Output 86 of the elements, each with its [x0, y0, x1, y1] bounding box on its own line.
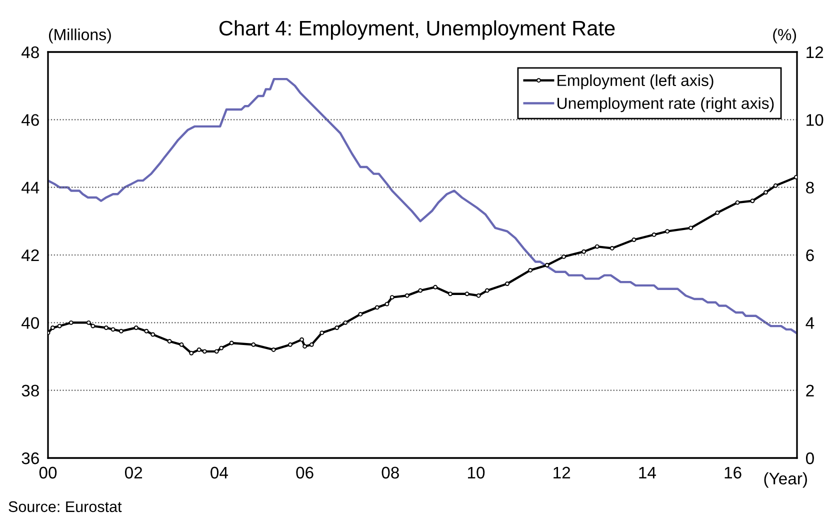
- point: [528, 268, 533, 272]
- y-axis-title: (Millions): [48, 28, 111, 44]
- source-note: Source: Eurostat: [8, 501, 122, 512]
- point: [50, 326, 55, 330]
- y-tick-label: 36: [22, 452, 39, 464]
- point: [288, 342, 292, 347]
- point: [343, 320, 348, 325]
- x-tick-label: 02: [124, 466, 142, 479]
- y2-tick-label: 0: [806, 452, 814, 464]
- point: [86, 320, 91, 325]
- legend-label: Unemployment rate (right axis): [558, 97, 774, 112]
- point: [750, 198, 755, 204]
- y-tick-label: 48: [22, 46, 39, 58]
- y2-tick-label: 4: [806, 317, 814, 329]
- point: [374, 305, 380, 310]
- point: [251, 342, 256, 347]
- point: [219, 346, 224, 350]
- point: [476, 293, 481, 298]
- x-tick-label: 16: [724, 466, 742, 479]
- point: [715, 210, 720, 215]
- y2-tick-label: 8: [806, 182, 814, 194]
- point: [594, 244, 600, 249]
- point: [418, 288, 423, 293]
- point: [302, 344, 308, 349]
- y-tick-label: 40: [22, 317, 40, 329]
- x-tick-label: 14: [639, 466, 656, 478]
- y-tick-label: 38: [22, 384, 39, 397]
- point: [202, 349, 207, 354]
- point: [562, 254, 566, 259]
- point: [764, 190, 768, 195]
- point: [167, 339, 172, 344]
- y-tick-label: 46: [22, 114, 39, 126]
- x-tick-label: 00: [39, 466, 57, 479]
- point: [484, 288, 490, 293]
- point: [464, 292, 470, 296]
- point: [688, 226, 694, 230]
- y2-tick-label: 12: [806, 46, 824, 58]
- point: [448, 292, 453, 296]
- point: [196, 348, 202, 352]
- point: [104, 326, 108, 330]
- legend-label: Employment (left axis): [558, 74, 714, 90]
- point: [90, 324, 96, 328]
- point: [144, 328, 149, 334]
- y2-tick-label: 2: [806, 384, 814, 396]
- point: [57, 324, 62, 328]
- point: [433, 284, 438, 290]
- point: [582, 249, 586, 254]
- point: [384, 302, 390, 306]
- point: [652, 232, 656, 237]
- point: [773, 183, 778, 188]
- point: [735, 200, 740, 205]
- x-tick-label: 12: [554, 466, 570, 478]
- point: [150, 332, 156, 337]
- point: [544, 262, 550, 268]
- point: [390, 295, 394, 300]
- y2-tick-label: 10: [806, 114, 824, 126]
- point: [118, 328, 124, 334]
- point: [358, 312, 363, 316]
- y-tick-label: 42: [22, 249, 39, 262]
- point: [309, 342, 314, 347]
- point: [68, 320, 74, 325]
- point: [610, 246, 614, 250]
- y2-axis-title: (%): [773, 28, 796, 44]
- point: [134, 326, 138, 330]
- point: [271, 348, 276, 352]
- point: [794, 174, 797, 180]
- x-tick-label: 10: [468, 466, 485, 479]
- point: [505, 282, 510, 286]
- point: [404, 293, 410, 298]
- x-tick-label: 08: [382, 466, 399, 479]
- point: [110, 327, 116, 332]
- point: [320, 330, 324, 336]
- x-tick-label: 04: [210, 466, 228, 479]
- x-tick-label: 06: [296, 466, 314, 479]
- point: [334, 326, 340, 330]
- point: [665, 229, 670, 234]
- point: [632, 238, 636, 242]
- x-axis-title: (Year): [764, 472, 807, 488]
- point: [214, 349, 219, 354]
- y-tick-label: 44: [22, 182, 40, 194]
- point: [300, 337, 304, 342]
- point: [189, 350, 194, 356]
- point: [229, 340, 234, 346]
- chart-title: Chart 4: Employment, Unemployment Rate: [219, 20, 615, 40]
- point: [179, 342, 184, 347]
- y2-tick-label: 6: [806, 249, 814, 262]
